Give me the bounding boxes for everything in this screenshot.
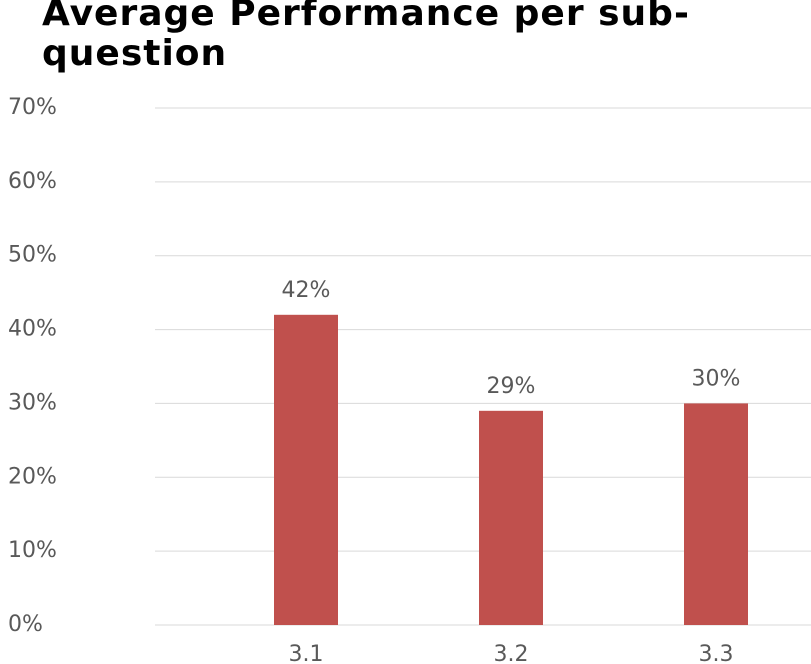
- y-tick-label: 50%: [8, 243, 57, 268]
- y-tick-label: 0%: [8, 612, 43, 637]
- bar: [684, 403, 748, 625]
- chart-title: Average Performance per sub- question: [42, 0, 690, 74]
- x-tick-label: 3.3: [699, 642, 734, 664]
- y-tick-label: 10%: [8, 538, 57, 563]
- y-tick-label: 30%: [8, 390, 57, 415]
- bar: [479, 410, 543, 625]
- bar: [274, 314, 338, 625]
- data-label: 30%: [692, 366, 741, 391]
- y-tick-label: 20%: [8, 464, 57, 489]
- y-tick-label: 40%: [8, 317, 57, 342]
- data-label: 42%: [282, 278, 331, 303]
- x-tick-label: 3.2: [494, 642, 529, 664]
- y-tick-label: 60%: [8, 169, 57, 194]
- x-tick-label: 3.1: [289, 642, 324, 664]
- y-tick-label: 70%: [8, 95, 57, 120]
- data-label: 29%: [487, 374, 536, 399]
